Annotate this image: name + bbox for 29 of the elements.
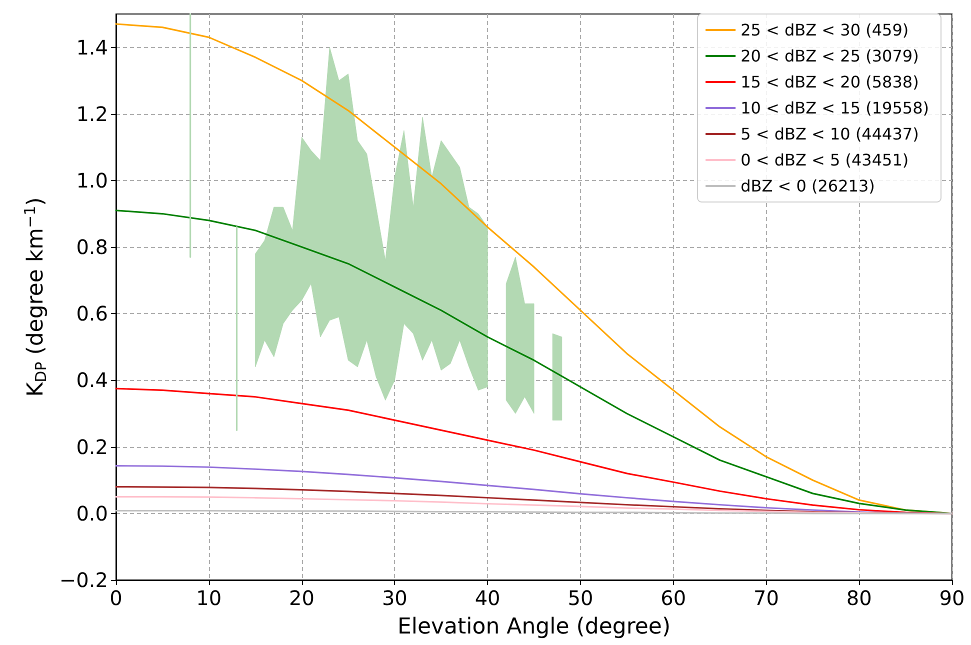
x-tick-label: 80 — [846, 586, 872, 610]
y-tick-label: −0.2 — [59, 568, 108, 592]
legend-label: 20 < dBZ < 25 (3079) — [740, 46, 919, 66]
x-tick-label: 10 — [196, 586, 222, 610]
y-tick-label: 1.4 — [76, 35, 108, 60]
x-tick-label: 60 — [660, 586, 686, 610]
x-tick-label: 0 — [110, 586, 122, 610]
legend-label: dBZ < 0 (26213) — [740, 176, 875, 196]
x-axis-title: Elevation Angle (degree) — [397, 614, 671, 640]
y-tick-label: 1.0 — [76, 168, 108, 192]
y-tick-label: 0.8 — [76, 235, 108, 260]
x-tick-label: 30 — [382, 586, 408, 610]
y-axis-title: KDP (degree km−1) — [21, 197, 50, 397]
line-series — [115, 210, 953, 514]
y-tick-label: 0.4 — [76, 368, 108, 392]
x-tick-label: 50 — [568, 586, 594, 610]
x-tick-label: 90 — [939, 586, 965, 610]
x-tick-label: 20 — [289, 586, 315, 610]
legend-label: 25 < dBZ < 30 (459) — [740, 20, 909, 40]
y-tick-label: 0.2 — [76, 434, 108, 459]
y-tick-label: 0.6 — [76, 302, 108, 326]
legend-label: 5 < dBZ < 10 (44437) — [740, 124, 919, 144]
x-tick-label: 70 — [753, 586, 779, 610]
x-tick-label: 40 — [474, 586, 500, 610]
legend-label: 0 < dBZ < 5 (43451) — [740, 150, 909, 170]
y-tick-label: 0.0 — [76, 501, 108, 526]
legend-label: 10 < dBZ < 15 (19558) — [740, 98, 929, 118]
legend-label: 15 < dBZ < 20 (5838) — [740, 72, 919, 92]
y-tick-label: 1.2 — [76, 102, 108, 126]
